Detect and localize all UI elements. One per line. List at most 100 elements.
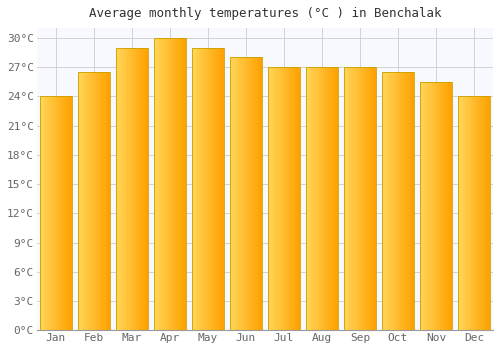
Bar <box>174 38 175 330</box>
Bar <box>235 57 236 330</box>
Bar <box>408 72 409 330</box>
Bar <box>230 57 231 330</box>
Bar <box>404 72 406 330</box>
Bar <box>356 67 358 330</box>
Bar <box>68 96 70 330</box>
Bar <box>221 48 222 330</box>
Bar <box>197 48 198 330</box>
Bar <box>59 96 60 330</box>
Bar <box>133 48 134 330</box>
Bar <box>104 72 106 330</box>
Bar <box>278 67 280 330</box>
Bar <box>244 57 245 330</box>
Bar <box>135 48 136 330</box>
Bar <box>306 67 307 330</box>
Bar <box>400 72 401 330</box>
Bar <box>294 67 296 330</box>
Bar <box>252 57 254 330</box>
Bar <box>318 67 320 330</box>
Bar <box>222 48 223 330</box>
Bar <box>486 96 487 330</box>
Bar <box>459 96 460 330</box>
Bar <box>52 96 54 330</box>
Bar <box>62 96 64 330</box>
Bar <box>175 38 176 330</box>
Bar <box>364 67 366 330</box>
Bar <box>97 72 98 330</box>
Bar <box>95 72 96 330</box>
Bar <box>474 96 475 330</box>
Bar <box>116 48 118 330</box>
Bar <box>245 57 246 330</box>
Bar <box>45 96 46 330</box>
Bar <box>56 96 57 330</box>
Bar <box>345 67 346 330</box>
Bar <box>401 72 402 330</box>
Bar <box>326 67 328 330</box>
Bar <box>157 38 158 330</box>
Bar <box>372 67 373 330</box>
Bar <box>374 67 375 330</box>
Bar <box>276 67 278 330</box>
Bar <box>238 57 240 330</box>
Bar <box>480 96 482 330</box>
Bar <box>273 67 274 330</box>
Bar <box>336 67 337 330</box>
Bar <box>395 72 396 330</box>
Bar <box>312 67 314 330</box>
Bar <box>122 48 123 330</box>
Bar <box>292 67 294 330</box>
Bar <box>354 67 356 330</box>
Bar <box>119 48 120 330</box>
Bar <box>399 72 400 330</box>
Bar <box>121 48 122 330</box>
Bar <box>162 38 164 330</box>
Bar <box>334 67 335 330</box>
Bar <box>471 96 472 330</box>
Bar <box>325 67 326 330</box>
Bar <box>46 96 47 330</box>
Bar <box>211 48 212 330</box>
Bar <box>409 72 410 330</box>
Bar <box>83 72 84 330</box>
Bar <box>231 57 232 330</box>
Bar <box>290 67 292 330</box>
Bar <box>223 48 224 330</box>
Bar <box>296 67 297 330</box>
Bar <box>57 96 58 330</box>
Bar <box>488 96 489 330</box>
Bar <box>166 38 168 330</box>
Bar <box>352 67 354 330</box>
Bar <box>421 82 422 330</box>
Bar <box>347 67 348 330</box>
Bar <box>137 48 138 330</box>
Bar <box>86 72 88 330</box>
Bar <box>362 67 363 330</box>
Bar <box>78 72 80 330</box>
Bar <box>361 67 362 330</box>
Bar <box>284 67 285 330</box>
Bar <box>247 57 248 330</box>
Bar <box>136 48 137 330</box>
Bar <box>464 96 466 330</box>
Bar <box>159 38 160 330</box>
Bar <box>299 67 300 330</box>
Bar <box>98 72 99 330</box>
Bar <box>330 67 332 330</box>
Bar <box>432 82 433 330</box>
Bar <box>213 48 214 330</box>
Bar <box>468 96 469 330</box>
Bar <box>185 38 186 330</box>
Bar <box>202 48 203 330</box>
Bar <box>437 82 438 330</box>
Bar <box>116 48 148 330</box>
Bar <box>88 72 90 330</box>
Bar <box>254 57 256 330</box>
Bar <box>359 67 360 330</box>
Bar <box>44 96 45 330</box>
Bar <box>194 48 195 330</box>
Bar <box>439 82 440 330</box>
Bar <box>306 67 338 330</box>
Bar <box>130 48 132 330</box>
Bar <box>385 72 386 330</box>
